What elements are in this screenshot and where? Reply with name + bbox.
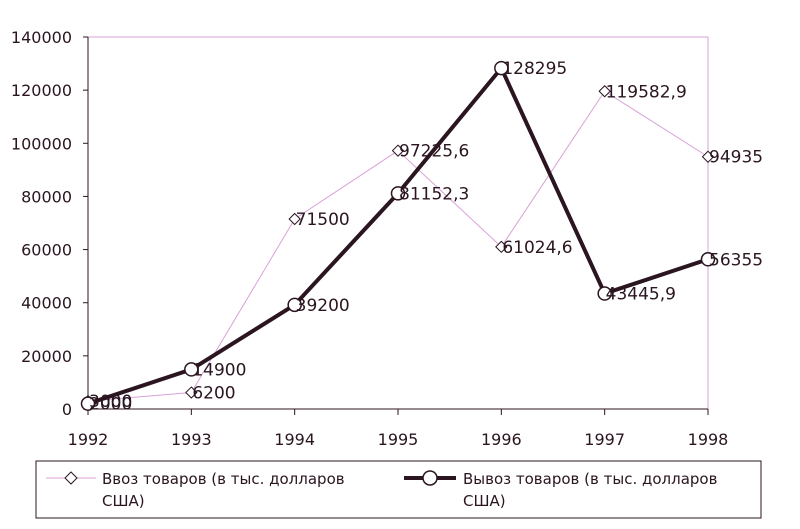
data-point-export [184, 362, 199, 377]
circle-marker-icon [422, 470, 438, 486]
data-point-export [700, 252, 716, 267]
data-point-import [598, 85, 611, 98]
data-label-export: 56355 [709, 250, 763, 270]
y-tick-label: 0 [62, 400, 72, 419]
data-point-export [80, 396, 96, 411]
data-label-import: 6200 [192, 384, 235, 404]
legend-frame [35, 460, 762, 519]
data-label-export: 81152,3 [399, 184, 469, 204]
y-tick-label: 120000 [11, 81, 72, 100]
legend-label-export-line2: США) [463, 492, 506, 510]
data-point-import [495, 240, 508, 254]
data-labels-layer: 3000 6200 71500 97225,6 61024,6 119582,9 94935… [89, 59, 763, 415]
data-label-export: 2000 [89, 395, 132, 415]
data-label-import: 71500 [296, 210, 350, 230]
x-tick-label: 1995 [378, 430, 419, 449]
data-label-import: 3000 [89, 392, 132, 412]
legend: Ввоз товаров (в тыс. долларов США) Вывоз… [35, 460, 762, 519]
data-label-import: 97225,6 [399, 142, 469, 162]
data-point-import [288, 212, 301, 226]
data-point-import [185, 386, 198, 399]
x-tick-label: 1998 [688, 430, 729, 449]
x-axis-ticks: 1992 1993 1994 1995 1996 1997 1998 [68, 409, 729, 449]
legend-item-import: Ввоз товаров (в тыс. долларов США) [46, 470, 345, 510]
data-label-import: 61024,6 [502, 238, 572, 258]
series-line-import [87, 90, 709, 402]
legend-label-export-line1: Вывоз товаров (в тыс. долларов [463, 470, 717, 488]
data-point-import [701, 150, 715, 163]
x-tick-label: 1994 [274, 430, 315, 449]
data-point-import [391, 144, 405, 157]
legend-item-export: Вывоз товаров (в тыс. долларов США) [404, 470, 717, 510]
data-point-export [287, 297, 302, 313]
y-tick-label: 140000 [11, 28, 72, 47]
y-tick-label: 40000 [21, 294, 72, 313]
series-layer [80, 60, 716, 411]
y-axis-ticks: 0 20000 40000 60000 80000 100000 120000 140000 [11, 28, 88, 419]
x-tick-label: 1996 [481, 430, 522, 449]
legend-label-import-line1: Ввоз товаров (в тыс. долларов [102, 470, 345, 488]
data-label-import: 119582,9 [606, 82, 687, 102]
y-tick-label: 100000 [11, 134, 72, 153]
data-label-export: 43445,9 [606, 285, 676, 305]
data-point-export [494, 60, 509, 76]
y-tick-label: 60000 [21, 241, 72, 260]
legend-label-import-line2: США) [102, 492, 145, 510]
x-tick-label: 1993 [171, 430, 212, 449]
y-tick-label: 80000 [21, 187, 72, 206]
x-tick-label: 1992 [68, 430, 109, 449]
data-label-export: 39200 [296, 296, 350, 316]
diamond-marker-icon [64, 471, 78, 485]
data-label-export: 128295 [502, 59, 567, 79]
y-tick-label: 20000 [21, 347, 72, 366]
data-point-export [390, 186, 406, 201]
data-label-import: 94935 [709, 148, 763, 168]
data-point-export [597, 286, 612, 301]
series-line-export [87, 64, 709, 406]
x-tick-label: 1997 [584, 430, 625, 449]
data-label-export: 14900 [192, 360, 246, 380]
